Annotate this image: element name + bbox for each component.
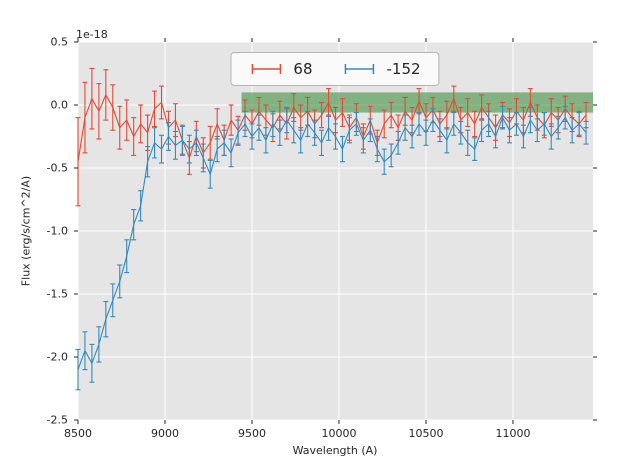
legend-entry-68: 68 <box>249 60 313 78</box>
x-axis-label: Wavelength (A) <box>292 444 378 457</box>
y-axis-label: Flux (erg/s/cm^2/A) <box>19 175 33 287</box>
legend-label-minus152: -152 <box>386 60 421 78</box>
legend[interactable]: 68 -152 <box>230 52 440 86</box>
errorbar-key-blue-icon <box>344 64 375 74</box>
errorbar-key-red-icon <box>251 64 282 74</box>
y-axis-offset-label: 1e-18 <box>76 28 108 41</box>
legend-label-68: 68 <box>293 60 313 78</box>
legend-entry-minus152: -152 <box>343 60 421 78</box>
